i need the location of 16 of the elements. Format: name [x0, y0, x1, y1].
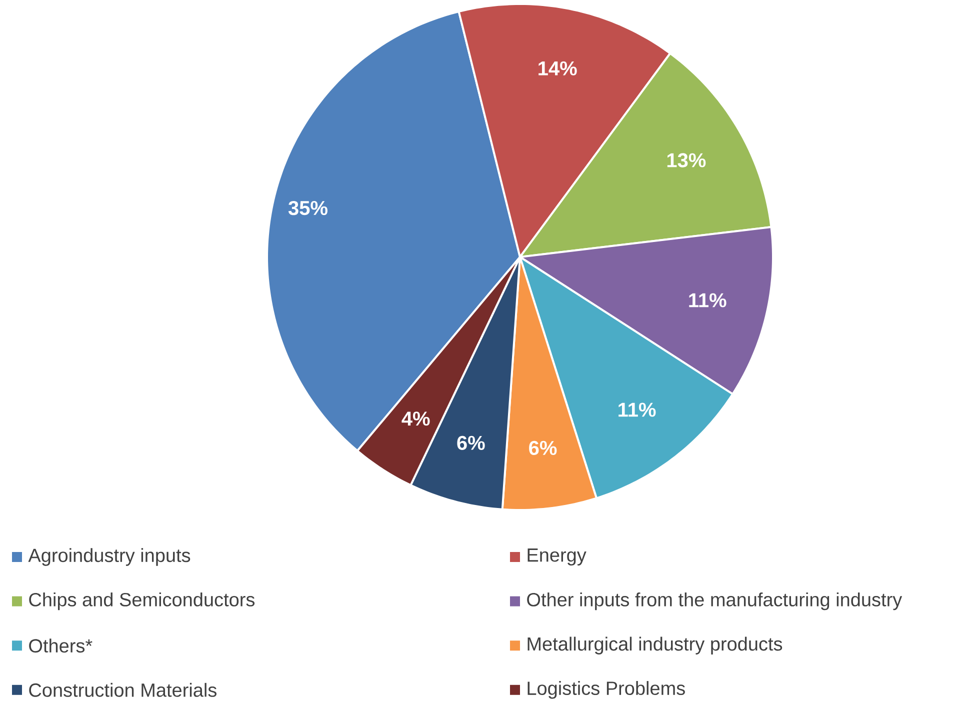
- data-label: 11%: [618, 402, 656, 417]
- legend-label: Others*: [29, 638, 92, 653]
- legend-label: Energy: [528, 548, 586, 566]
- data-label: 6%: [457, 436, 485, 450]
- data-label: 35%: [288, 200, 328, 216]
- legend-label: Metallurgical industry products: [528, 636, 782, 654]
- legend-label: Other inputs from the manufacturing industry: [527, 592, 902, 610]
- data-label: 4%: [402, 412, 430, 426]
- data-label: 6%: [529, 440, 557, 456]
- legend-label: Construction Materials: [29, 682, 216, 697]
- data-label: 11%: [689, 293, 726, 308]
- legend-label: Chips and Semiconductors: [29, 592, 255, 610]
- legend-label: Logistics Problems: [528, 681, 685, 699]
- legend-label: Agroindustry inputs: [28, 548, 190, 566]
- data-label: 14%: [538, 61, 577, 76]
- data-label: 13%: [667, 153, 706, 168]
